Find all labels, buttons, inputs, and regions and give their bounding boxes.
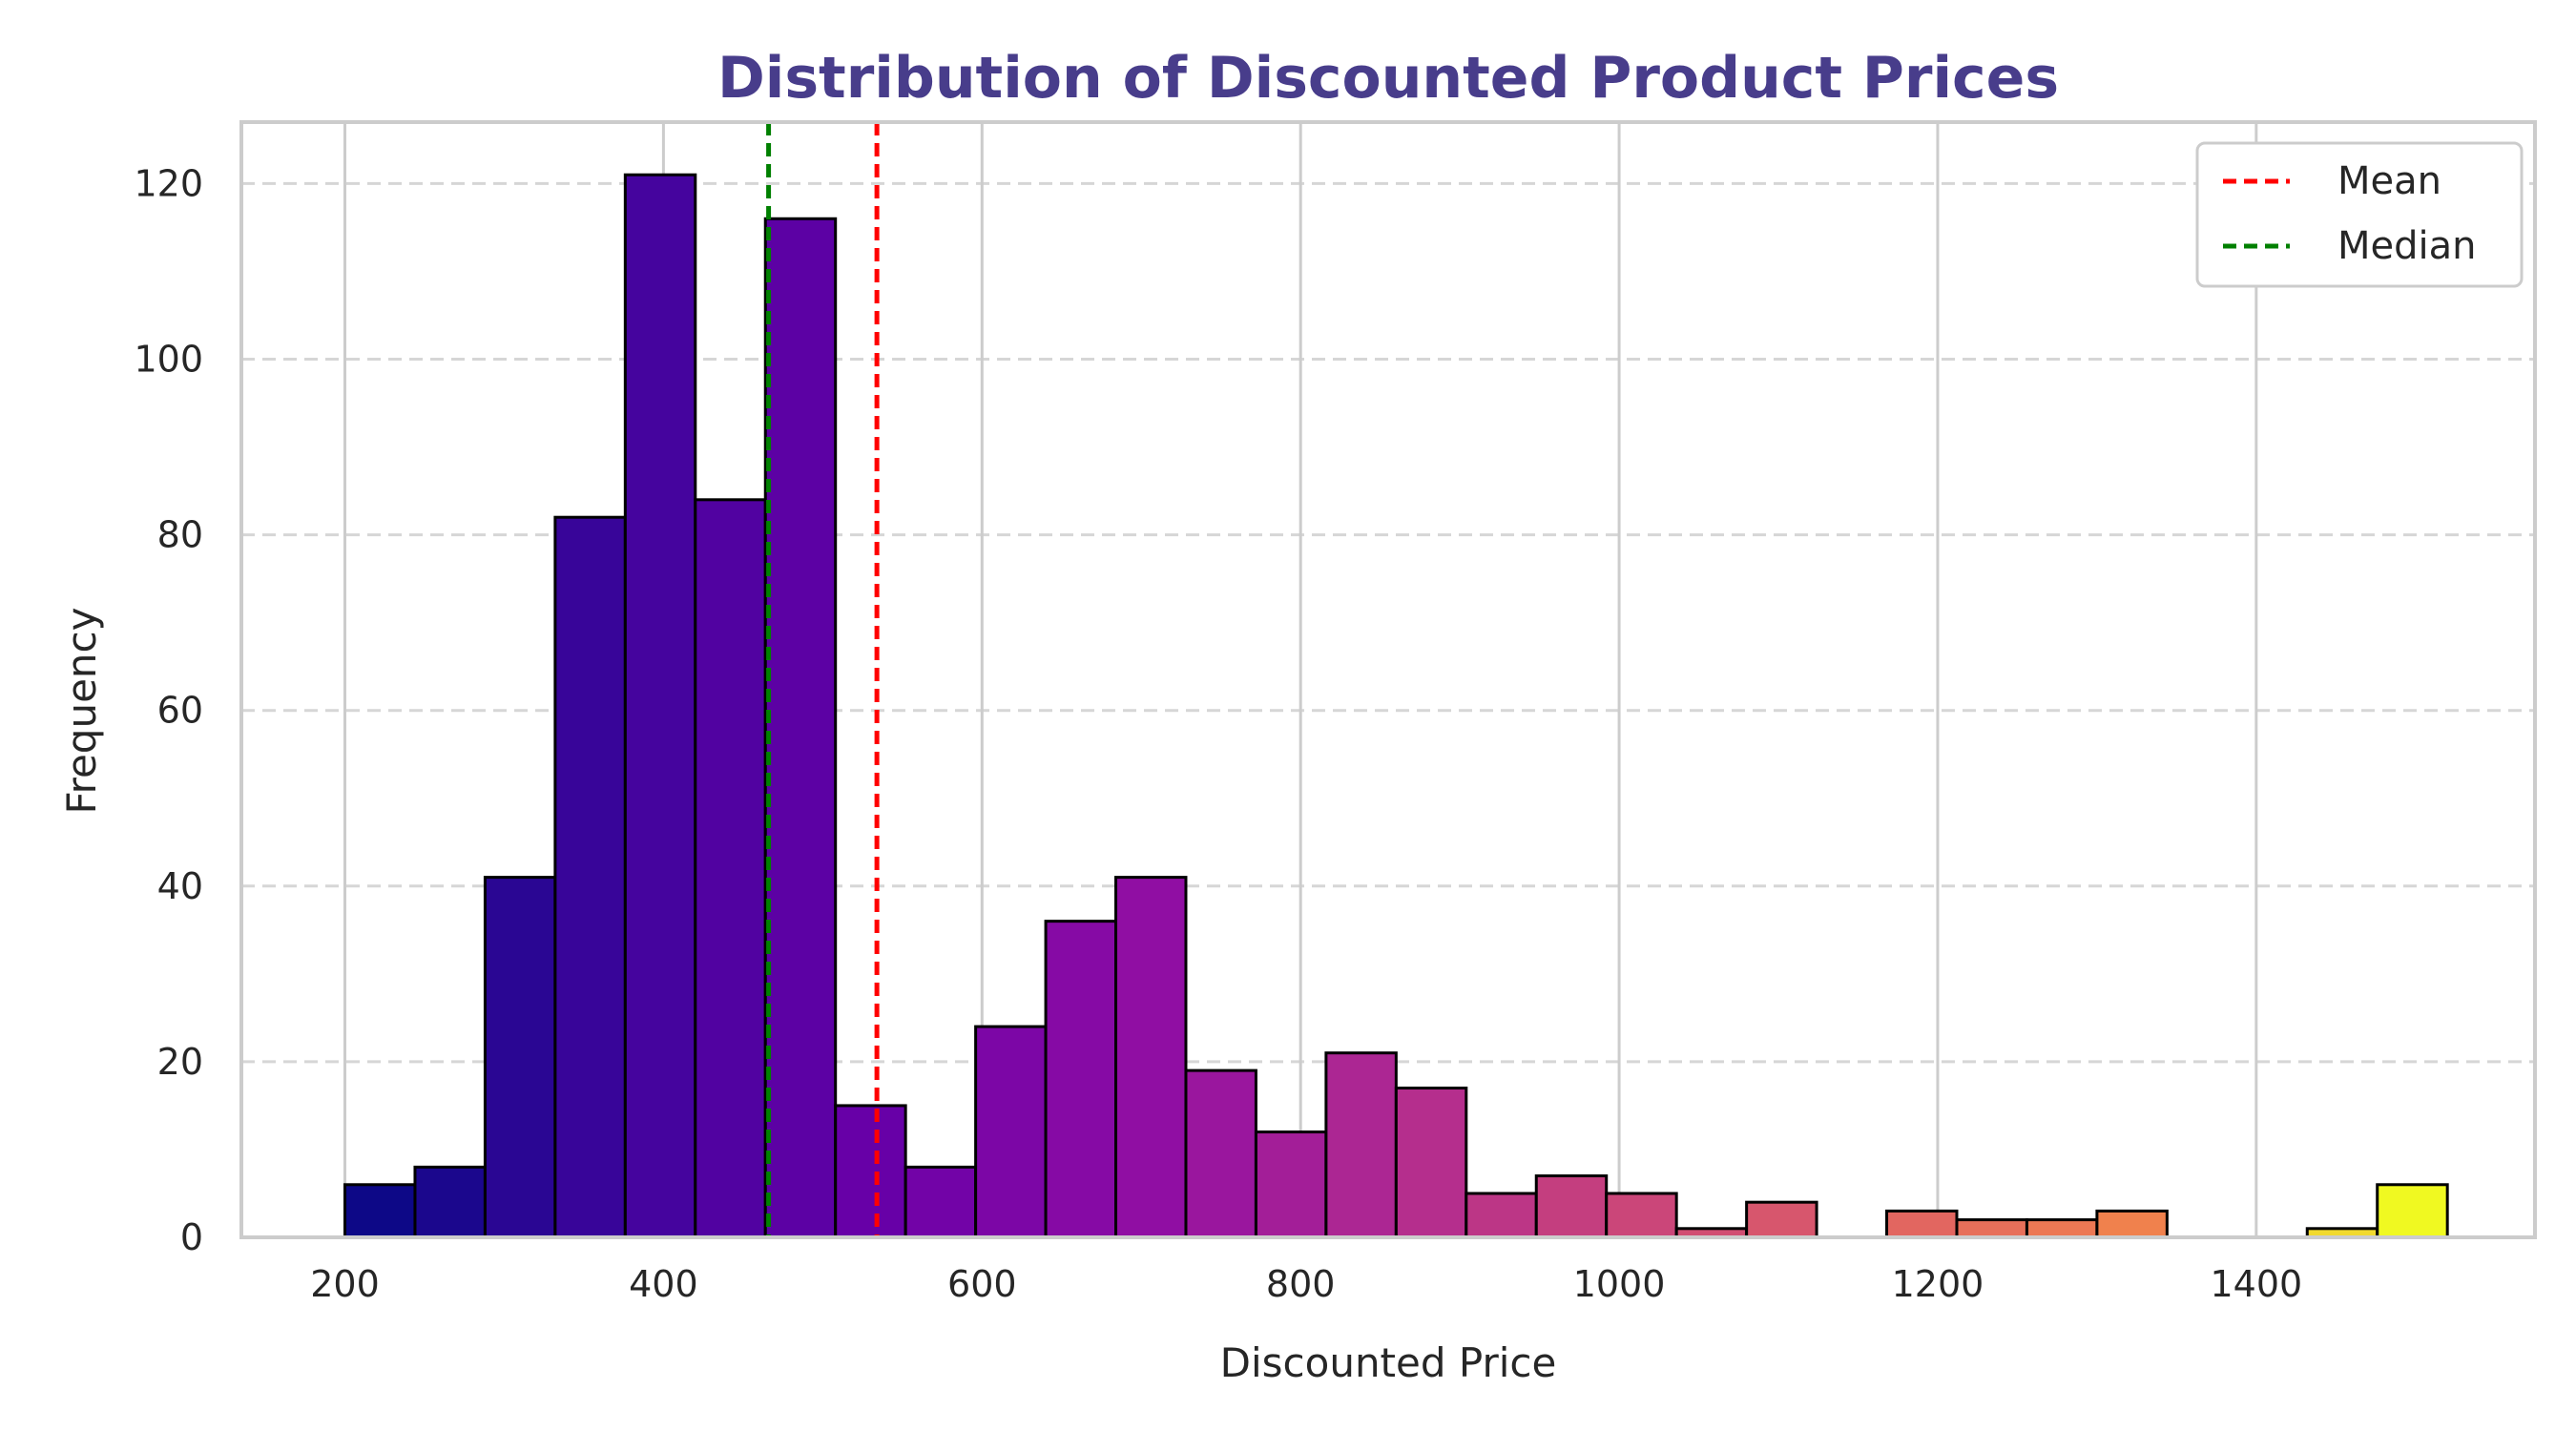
x-tick-label: 600 xyxy=(947,1263,1017,1305)
x-tick-label: 1200 xyxy=(1892,1263,1984,1305)
chart-title: Distribution of Discounted Product Price… xyxy=(717,45,2059,112)
y-tick-label: 60 xyxy=(157,690,203,732)
x-tick-label: 400 xyxy=(629,1263,698,1305)
histogram-bar xyxy=(834,1104,907,1239)
histogram-bar xyxy=(974,1025,1048,1239)
histogram-bar xyxy=(483,876,557,1239)
histogram-bar xyxy=(904,1165,978,1239)
plot-frame xyxy=(239,120,2537,1239)
y-tick-label: 120 xyxy=(134,162,203,204)
histogram-bar xyxy=(2095,1209,2169,1239)
y-tick-label: 100 xyxy=(134,339,203,381)
reference-lines xyxy=(766,122,880,1237)
y-tick-label: 80 xyxy=(157,514,203,556)
histogram-bar xyxy=(1465,1192,1538,1239)
histogram-bar xyxy=(2376,1183,2449,1239)
y-tick-label: 40 xyxy=(157,865,203,907)
histogram-bar xyxy=(1254,1130,1328,1239)
x-tick-label: 1400 xyxy=(2210,1263,2302,1305)
histogram-bar xyxy=(1885,1209,1959,1239)
x-tick-label: 800 xyxy=(1266,1263,1336,1305)
histogram-bar xyxy=(1324,1051,1398,1239)
y-axis-title: Frequency xyxy=(58,608,105,815)
x-axis-title: Discounted Price xyxy=(1220,1339,1557,1386)
histogram-bar xyxy=(763,217,838,1239)
y-tick-label: 0 xyxy=(180,1216,203,1258)
x-tick-label: 1000 xyxy=(1573,1263,1666,1305)
histogram-bar xyxy=(1114,876,1188,1239)
histogram-bar xyxy=(1745,1200,1818,1239)
histogram-bar xyxy=(1955,1218,2028,1239)
histogram-bar xyxy=(623,173,697,1239)
histogram-bar xyxy=(343,1183,417,1239)
histogram-bar xyxy=(1044,920,1118,1239)
histogram-bar xyxy=(2025,1218,2099,1239)
histogram-bar xyxy=(1534,1174,1609,1239)
x-tick-label: 200 xyxy=(310,1263,380,1305)
histogram-bar xyxy=(1394,1087,1468,1239)
histogram-bars xyxy=(343,173,2449,1239)
legend-median-label: Median xyxy=(2337,224,2477,268)
histogram-bar xyxy=(1605,1192,1678,1239)
histogram-bar xyxy=(694,498,767,1239)
histogram-bar xyxy=(553,515,627,1239)
legend-mean-label: Mean xyxy=(2337,159,2441,203)
x-axis-ticks: 200 400 600 800 1000 1200 1400 xyxy=(310,1263,2302,1305)
y-tick-label: 20 xyxy=(157,1041,203,1083)
legend: Mean Median xyxy=(2195,141,2524,288)
y-axis-ticks: 0 20 40 60 80 100 120 xyxy=(134,162,203,1258)
histogram-bar xyxy=(413,1165,487,1239)
histogram-bar xyxy=(1184,1068,1257,1239)
